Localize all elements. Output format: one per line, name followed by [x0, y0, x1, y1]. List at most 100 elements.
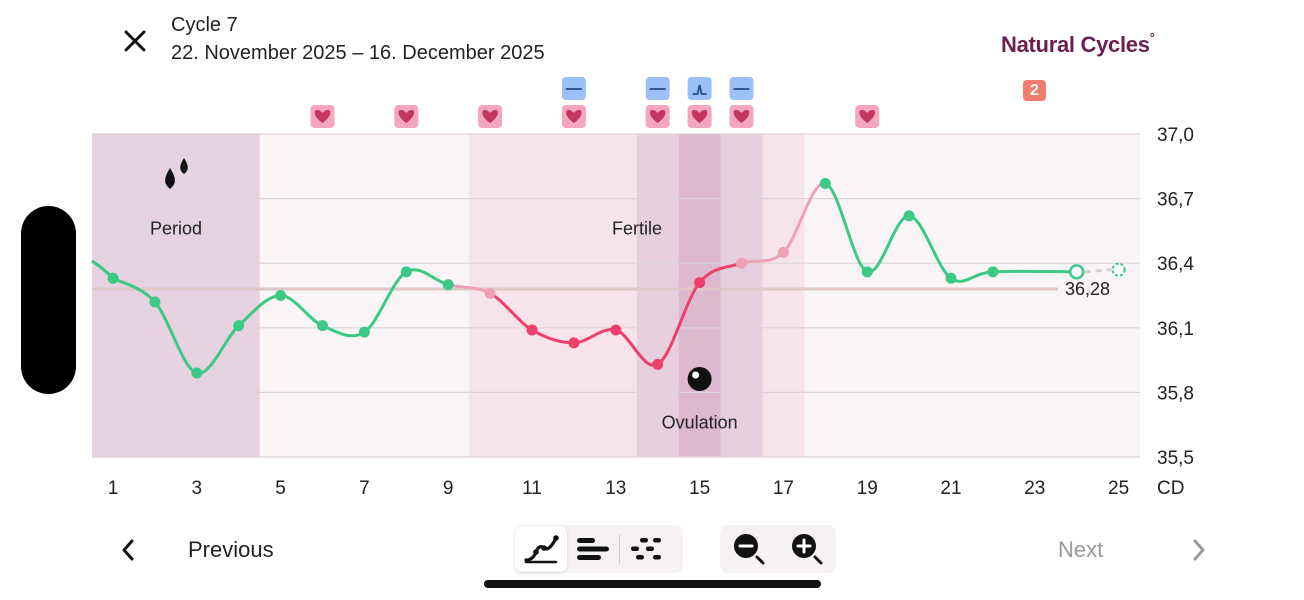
data-point: [861, 266, 873, 278]
drop-small: [180, 158, 188, 174]
coverline-label: 36,28: [1065, 279, 1110, 299]
heart-icon: [314, 109, 331, 123]
view-divider: [619, 534, 620, 564]
data-point: [317, 320, 328, 332]
data-point: [400, 266, 412, 278]
next-button[interactable]: Next: [1058, 528, 1207, 572]
lh-test-positive-icon: [687, 77, 712, 100]
x-tick-label: 9: [443, 478, 454, 499]
data-point: [736, 257, 747, 269]
period-drops-icon: [165, 158, 188, 189]
data-point: [484, 287, 496, 299]
heart-icon: [398, 109, 415, 123]
zoom-out-icon: [734, 534, 765, 565]
x-tick-label: 21: [940, 478, 961, 499]
data-point: [945, 272, 957, 284]
data-point: [903, 210, 915, 222]
x-tick-label: 15: [689, 478, 710, 499]
fertile-label: Fertile: [612, 219, 662, 239]
graph-view-icon: [524, 535, 559, 564]
lh-test-negative-icon: [729, 77, 754, 100]
cycle-title: Cycle 7: [171, 14, 238, 36]
scatter-view-button[interactable]: [620, 526, 672, 572]
heart-icon: [482, 109, 498, 123]
list-view-icon: [577, 538, 609, 560]
y-tick-label: 35,5: [1157, 448, 1194, 469]
data-point: [819, 178, 831, 190]
period-band: [92, 134, 260, 457]
chevron-right-icon: [1193, 539, 1205, 561]
y-tick-label: 36,7: [1157, 190, 1194, 211]
zoom-controls: [720, 525, 836, 573]
cycle-dates: 22. November 2025 – 16. December 2025: [171, 42, 545, 64]
side-handle[interactable]: [21, 206, 76, 394]
graph-view-button[interactable]: [515, 526, 567, 572]
data-point: [191, 367, 203, 379]
ovulation-band: [678, 134, 721, 457]
egg-body: [687, 367, 712, 391]
line-segment: [823, 182, 869, 274]
next-label: Next: [1058, 537, 1104, 562]
home-indicator: [484, 580, 821, 588]
zoom-out-button[interactable]: [720, 526, 778, 572]
bottom-toolbar: Previous: [0, 520, 1304, 580]
previous-label: Previous: [188, 537, 274, 562]
x-tick-label: 25: [1108, 478, 1129, 499]
data-point: [568, 337, 580, 349]
data-point: [610, 324, 622, 336]
data-point: [358, 326, 370, 338]
data-point: [652, 358, 664, 370]
y-tick-label: 35,8: [1157, 383, 1194, 404]
data-point: [694, 277, 706, 289]
heart-icon: [649, 109, 666, 123]
notification-badge[interactable]: 2: [1023, 80, 1046, 101]
heart-marker: [855, 105, 880, 128]
data-point: [233, 320, 245, 332]
zoom-in-icon: [792, 534, 823, 565]
predicted-point: [1111, 262, 1126, 277]
heart-icon: [566, 109, 582, 123]
view-switcher: [515, 525, 683, 573]
test-peak: [692, 84, 707, 95]
data-point: [107, 272, 119, 284]
x-tick-label: 17: [773, 478, 794, 499]
line-segment: [656, 281, 702, 366]
fertile-light-band: [469, 134, 637, 457]
close-icon: [124, 30, 146, 52]
data-point: [526, 324, 538, 336]
heart-icon: [859, 109, 875, 123]
heart-marker: [645, 105, 670, 128]
heart-marker: [478, 105, 503, 128]
data-point: [442, 279, 454, 291]
x-tick-label: 7: [359, 478, 370, 499]
x-tick-label: 19: [857, 478, 878, 499]
scatter-view-icon: [631, 538, 661, 560]
prediction-line: [1084, 268, 1112, 274]
drop-large: [165, 168, 175, 189]
x-axis-label: CD: [1157, 478, 1184, 499]
x-tick-label: 1: [108, 478, 119, 499]
x-tick-label: 3: [192, 478, 203, 499]
heart-marker: [561, 105, 586, 128]
chevron-left-icon: [122, 539, 134, 561]
zoom-in-button[interactable]: [778, 526, 836, 572]
data-point: [987, 266, 999, 278]
period-label: Period: [150, 219, 202, 239]
brand-mark: °: [1149, 30, 1155, 45]
ovulation-label: Ovulation: [662, 413, 738, 433]
x-tick-label: 11: [522, 478, 542, 499]
egg-highlight: [692, 371, 700, 379]
x-tick-label: 5: [275, 478, 286, 499]
heart-marker: [729, 105, 754, 128]
heart-icon: [733, 109, 750, 123]
previous-button[interactable]: Previous: [120, 528, 274, 572]
y-tick-label: 36,4: [1157, 254, 1194, 275]
heart-marker: [687, 105, 712, 128]
brand-logo: Natural Cycles°: [1001, 30, 1155, 58]
x-tick-label: 13: [605, 478, 626, 499]
data-point: [275, 290, 287, 301]
lh-test-negative-icon: [645, 77, 670, 100]
list-view-button[interactable]: [567, 526, 619, 572]
temperature-chart: 37,036,736,436,135,835,51 3 5 7 9 11 13 15 17 19 2…: [91, 77, 1194, 499]
close-button[interactable]: [118, 24, 152, 58]
